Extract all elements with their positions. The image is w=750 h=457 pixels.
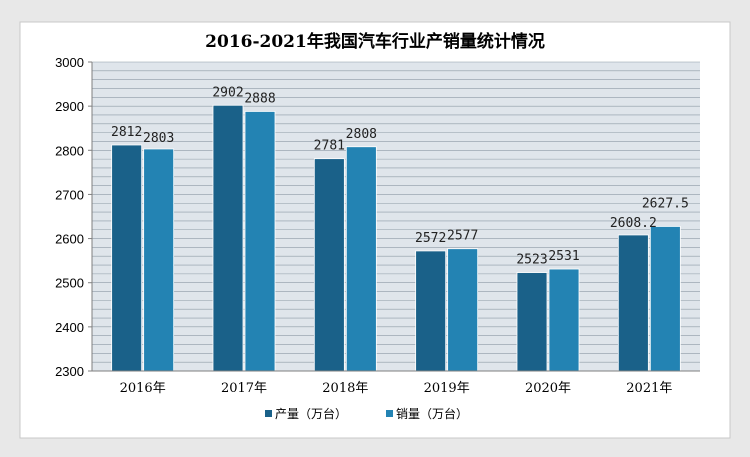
- data-label: 2577: [447, 229, 478, 244]
- bar-production-2016年: [111, 144, 143, 372]
- bar-sales-2019年: [447, 248, 479, 372]
- bar-sales-2021年: [649, 226, 681, 372]
- data-label: 2902: [212, 85, 243, 100]
- y-tick-label: 2600: [55, 232, 84, 247]
- bar-production-2018年: [313, 158, 345, 372]
- x-tick-label: 2020年: [525, 381, 571, 396]
- legend: 产量（万台） 销量（万台）: [265, 406, 468, 421]
- bar-production-2020年: [516, 272, 548, 372]
- x-tick-label: 2017年: [221, 381, 267, 396]
- legend-label-sales: 销量（万台）: [396, 406, 468, 421]
- data-label: 2803: [143, 131, 174, 146]
- y-tick-label: 2800: [55, 143, 84, 158]
- y-axis-ticks: 2300 2400 2500 2600 2700 2800 2900 3000: [55, 55, 92, 379]
- x-tick-label: 2018年: [322, 381, 368, 396]
- x-tick-label: 2021年: [626, 381, 672, 396]
- bar-production-2019年: [415, 250, 447, 372]
- data-label: 2812: [111, 125, 142, 140]
- x-tick-label: 2016年: [120, 381, 166, 396]
- y-tick-label: 2700: [55, 187, 84, 202]
- y-tick-label: 2900: [55, 99, 84, 114]
- data-label: 2531: [548, 249, 579, 264]
- data-label: 2608.2: [610, 216, 657, 231]
- y-tick-label: 2400: [55, 320, 84, 335]
- data-label: 2781: [314, 139, 345, 154]
- x-axis-ticks: 2016年 2017年 2018年 2019年 2020年 2021年: [120, 381, 673, 396]
- y-tick-label: 2300: [55, 364, 84, 379]
- y-tick-label: 2500: [55, 276, 84, 291]
- data-label: 2627.5: [642, 196, 689, 211]
- bars: [111, 104, 681, 372]
- bar-sales-2017年: [244, 111, 276, 372]
- data-label: 2572: [415, 231, 446, 246]
- x-tick-label: 2019年: [424, 381, 470, 396]
- legend-swatch-sales: [386, 410, 393, 417]
- bar-sales-2018年: [345, 146, 377, 372]
- chart-title: 2016-2021年我国汽车行业产销量统计情况: [205, 31, 545, 52]
- plot-area: [92, 62, 700, 371]
- data-label: 2888: [244, 91, 275, 106]
- legend-label-production: 产量（万台）: [275, 406, 347, 421]
- bar-sales-2016年: [143, 148, 175, 372]
- data-label: 2523: [516, 253, 547, 268]
- bar-sales-2020年: [548, 268, 580, 372]
- bar-production-2017年: [212, 104, 244, 372]
- legend-swatch-production: [265, 410, 272, 417]
- bar-production-2021年: [617, 234, 649, 372]
- data-label: 2808: [346, 127, 377, 142]
- y-tick-label: 3000: [55, 55, 84, 70]
